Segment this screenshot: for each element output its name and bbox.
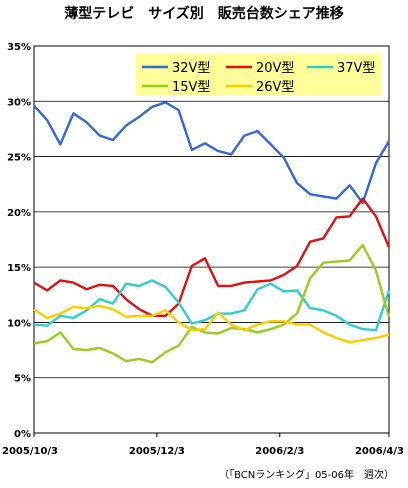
- legend-label: 32V型: [172, 61, 210, 76]
- y-axis-ticks: 0% 5% 10% 15% 20% 25% 30% 35%: [7, 42, 31, 440]
- legend-label: 15V型: [172, 80, 210, 95]
- x-tick-label: 2005/10/3: [2, 446, 58, 457]
- y-tick-label: 0%: [14, 429, 31, 440]
- y-tick-label: 35%: [7, 42, 31, 53]
- x-tick-label: 2006/2/3: [255, 446, 304, 457]
- x-axis-ticks: 2005/10/3 2005/12/3 2006/2/3 2006/4/3: [2, 433, 404, 457]
- series-line: [33, 243, 391, 364]
- legend-label: 26V型: [256, 80, 294, 95]
- legend: 32V型 20V型 37V型 15V型 26V型: [136, 53, 381, 95]
- y-tick-label: 25%: [7, 153, 31, 164]
- grid-lines: [34, 100, 389, 379]
- source-note: （「BCNランキング」05-06年 週次）: [219, 468, 394, 481]
- x-tick-label: 2005/12/3: [129, 446, 185, 457]
- series-lines: [33, 101, 391, 364]
- legend-box: [136, 53, 381, 95]
- series-line: [33, 279, 391, 332]
- y-tick-label: 20%: [7, 208, 31, 219]
- legend-label: 20V型: [256, 61, 294, 76]
- x-tick-label: 2006/4/3: [355, 446, 404, 457]
- series-line: [33, 304, 390, 344]
- legend-label: 37V型: [337, 61, 375, 76]
- plot-area: [33, 45, 390, 434]
- chart-title: 薄型テレビ サイズ別 販売台数シェア推移: [64, 5, 344, 22]
- series-line: [33, 197, 391, 317]
- y-tick-label: 30%: [7, 97, 31, 108]
- y-tick-label: 15%: [7, 263, 31, 274]
- series-line: [33, 101, 391, 205]
- y-tick-label: 10%: [7, 318, 31, 329]
- y-tick-label: 5%: [14, 374, 31, 385]
